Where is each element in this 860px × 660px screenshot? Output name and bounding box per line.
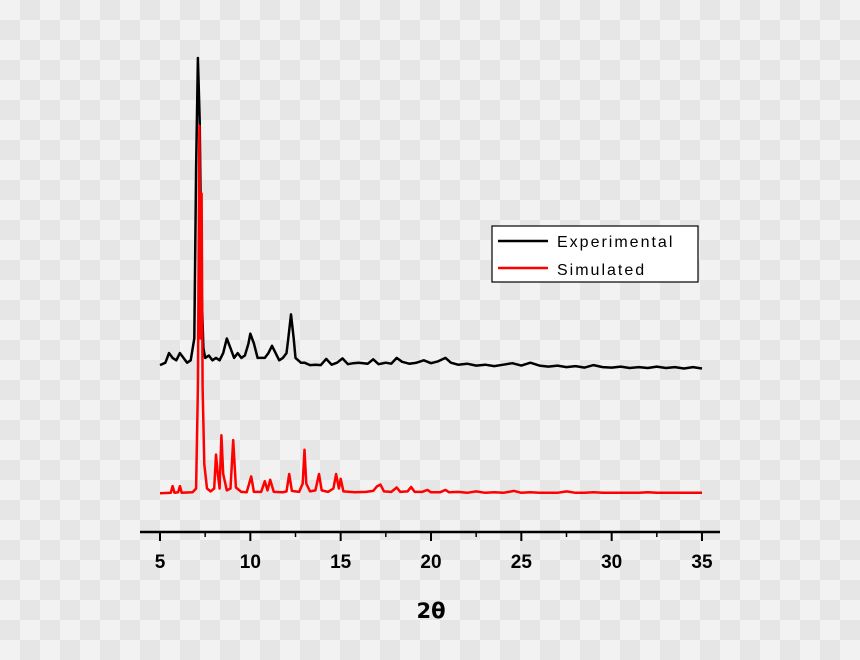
x-tick-label: 35 — [691, 552, 713, 573]
x-tick-label: 5 — [155, 552, 166, 573]
series-line-experimental — [159, 56, 703, 370]
x-tick-label: 25 — [511, 552, 533, 573]
x-axis-ticks: 5 10 15 20 25 30 35 — [155, 532, 713, 573]
legend-box — [491, 225, 699, 283]
x-tick-label: 10 — [240, 552, 261, 573]
x-tick-label: 30 — [601, 552, 622, 573]
x-tick-label: 15 — [330, 552, 352, 573]
series-layer — [159, 56, 703, 495]
legend-label-simulated: Simulated — [557, 262, 646, 279]
legend-label-experimental: Experimental — [557, 234, 674, 251]
x-axis-title: 2θ — [416, 599, 445, 623]
x-tick-label: 20 — [420, 552, 441, 573]
series-line-simulated — [159, 124, 702, 495]
legend: Experimental Simulated — [491, 225, 699, 283]
